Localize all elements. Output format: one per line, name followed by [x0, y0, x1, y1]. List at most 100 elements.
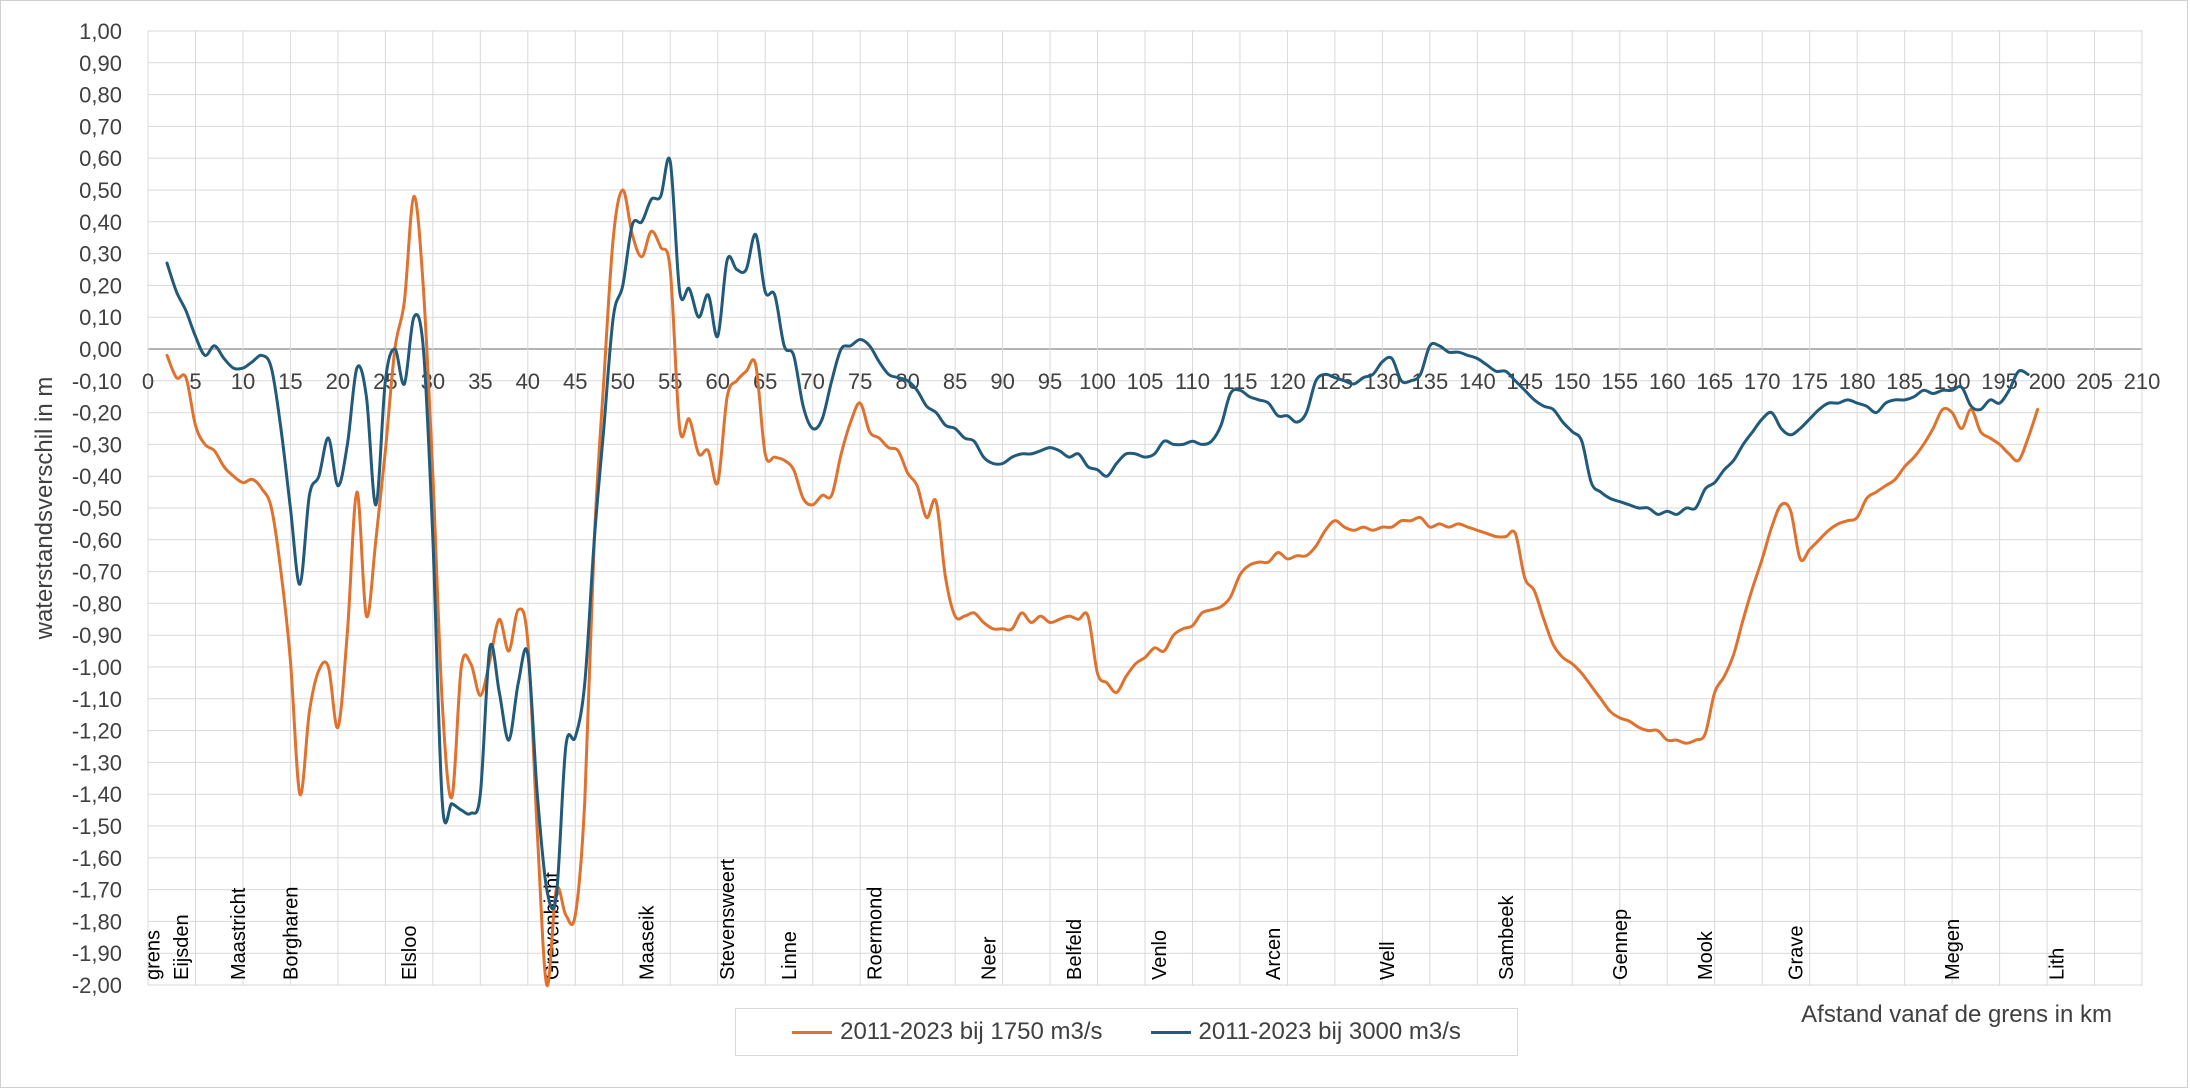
place-label: Sambeek — [1496, 895, 1518, 980]
x-tick-label: 85 — [943, 369, 967, 394]
x-tick-label: 150 — [1554, 369, 1591, 394]
y-axis-title: waterstandsverschil in m — [31, 377, 58, 641]
y-tick-label: -1,20 — [72, 719, 122, 744]
place-label: Borgharen — [280, 887, 302, 980]
y-tick-label: 0,60 — [79, 146, 122, 171]
x-tick-label: 105 — [1127, 369, 1164, 394]
y-tick-label: 0,20 — [79, 273, 122, 298]
legend-swatch-1750 — [792, 1030, 833, 1034]
x-tick-label: 140 — [1459, 369, 1496, 394]
y-tick-label: -1,40 — [72, 782, 122, 807]
x-tick-label: 40 — [516, 369, 540, 394]
x-tick-label: 155 — [1601, 369, 1638, 394]
x-tick-label: 35 — [468, 369, 492, 394]
legend-label-1750: 2011-2023 bij 1750 m3/s — [840, 1018, 1103, 1045]
y-tick-label: -1,50 — [72, 814, 122, 839]
y-tick-label: -1,70 — [72, 878, 122, 903]
place-label: Eijsden — [171, 914, 193, 980]
y-tick-label: -0,40 — [72, 464, 122, 489]
x-tick-label: 210 — [2124, 369, 2161, 394]
y-tick-label: -2,00 — [72, 973, 122, 998]
y-tick-label: -0,50 — [72, 496, 122, 521]
y-tick-label: 0,70 — [79, 114, 122, 139]
y-tick-label: -1,80 — [72, 909, 122, 934]
y-tick-label: -1,60 — [72, 846, 122, 871]
x-tick-label: 135 — [1411, 369, 1448, 394]
x-tick-label: 130 — [1364, 369, 1401, 394]
x-tick-label: 110 — [1175, 369, 1210, 394]
x-tick-label: 200 — [2029, 369, 2066, 394]
x-tick-label: 50 — [611, 369, 635, 394]
x-tick-label: 0 — [142, 369, 154, 394]
x-tick-label: 170 — [1744, 369, 1781, 394]
place-label: Neer — [978, 936, 1000, 980]
y-tick-label: -0,20 — [72, 401, 122, 426]
y-tick-label: 0,50 — [79, 178, 122, 203]
x-tick-label: 95 — [1038, 369, 1062, 394]
x-tick-label: 60 — [705, 369, 729, 394]
place-label: Roermond — [864, 887, 886, 980]
place-label: Arcen — [1263, 928, 1285, 980]
x-tick-label: 70 — [800, 369, 824, 394]
x-tick-label: 45 — [563, 369, 587, 394]
y-tick-label: 0,10 — [79, 305, 122, 330]
y-tick-label: -1,90 — [72, 941, 122, 966]
series-line-1750 — [165, 188, 2040, 987]
x-tick-label: 180 — [1839, 369, 1876, 394]
place-label: Mook — [1695, 930, 1717, 980]
y-tick-label: 0,00 — [79, 337, 122, 362]
x-tick-label: 75 — [848, 369, 872, 394]
y-tick-label: -0,60 — [72, 528, 122, 553]
place-label: Grave — [1785, 926, 1807, 980]
place-label: Linne — [779, 931, 801, 980]
place-label: Megen — [1942, 919, 1964, 980]
y-tick-label: 0,30 — [79, 242, 122, 267]
y-tick-label: -0,90 — [72, 623, 122, 648]
y-tick-label: 1,00 — [79, 19, 122, 44]
place-labels: grens Eijsden Maastricht Borgharen Elsloo Gre… — [143, 858, 2069, 980]
legend-swatch-3000 — [1150, 1030, 1191, 1034]
x-tick-label: 5 — [189, 369, 201, 394]
x-tick-label: 185 — [1886, 369, 1923, 394]
y-tick-label: -0,10 — [72, 369, 122, 394]
place-label: Venlo — [1149, 930, 1171, 980]
legend-item-1750: 2011-2023 bij 1750 m3/s — [792, 1018, 1103, 1046]
place-label: Belfeld — [1064, 919, 1086, 980]
place-label: Maastricht — [228, 887, 250, 980]
x-tick-label: 165 — [1696, 369, 1733, 394]
x-tick-label: 15 — [278, 369, 302, 394]
place-label: Stevensweert — [717, 858, 739, 980]
series-lines — [165, 156, 2040, 987]
y-tick-label: 0,40 — [79, 210, 122, 235]
y-axis-ticks: 1,00 0,90 0,80 0,70 0,60 0,50 0,40 0,30 0,20 0,10… — [72, 19, 122, 998]
y-tick-label: -1,30 — [72, 750, 122, 775]
place-label: Maaseik — [637, 905, 659, 980]
legend-item-3000: 2011-2023 bij 3000 m3/s — [1150, 1018, 1461, 1046]
y-tick-label: 0,90 — [79, 51, 122, 76]
legend: 2011-2023 bij 1750 m3/s 2011-2023 bij 30… — [735, 1008, 1518, 1056]
place-label: grens — [143, 930, 165, 980]
x-tick-label: 175 — [1791, 369, 1828, 394]
place-label: Lith — [2047, 948, 2069, 980]
place-label: Well — [1377, 941, 1399, 980]
x-tick-label: 90 — [990, 369, 1014, 394]
y-tick-label: -0,70 — [72, 560, 122, 585]
x-axis-title: Afstand vanaf de grens in km — [1801, 1001, 2112, 1028]
x-tick-label: 160 — [1649, 369, 1686, 394]
place-label: Gennep — [1610, 909, 1632, 980]
x-tick-label: 20 — [326, 369, 350, 394]
y-tick-label: 0,80 — [79, 83, 122, 108]
y-tick-label: -0,30 — [72, 432, 122, 457]
legend-label-3000: 2011-2023 bij 3000 m3/s — [1198, 1018, 1461, 1045]
y-tick-label: -0,80 — [72, 591, 122, 616]
series-line-3000 — [165, 156, 2030, 911]
y-tick-label: -1,10 — [72, 687, 122, 712]
plot-area — [147, 30, 2143, 986]
place-label: Elsloo — [399, 926, 421, 980]
x-tick-label: 205 — [2076, 369, 2113, 394]
x-axis-ticks: 0 5 10 15 20 25 30 35 40 45 50 55 60 65 70 75 80 85 90 95 10… — [142, 369, 2160, 394]
grid — [147, 30, 2143, 986]
x-tick-label: 10 — [231, 369, 255, 394]
x-tick-label: 100 — [1079, 369, 1116, 394]
